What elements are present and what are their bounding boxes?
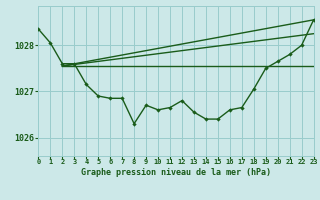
X-axis label: Graphe pression niveau de la mer (hPa): Graphe pression niveau de la mer (hPa) bbox=[81, 168, 271, 177]
